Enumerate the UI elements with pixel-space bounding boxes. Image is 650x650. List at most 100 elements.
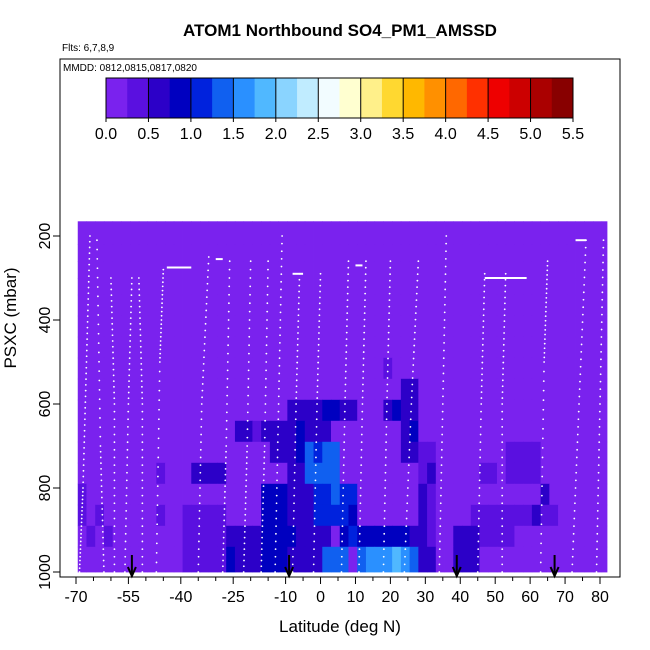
heatmap-cell [217,357,227,380]
profile-point [503,314,506,317]
profile-point [582,306,585,309]
heatmap-cell [313,244,323,262]
heatmap-cell [200,399,210,422]
profile-point [293,502,295,505]
heatmap-cell [243,420,253,443]
heatmap-cell [296,294,306,317]
profile-point [141,418,144,421]
profile-point [157,447,160,449]
heatmap-cell [601,462,608,485]
profile-point [581,321,584,323]
profile-point [139,317,141,319]
profile-point [101,531,104,533]
heatmap-cell [400,525,411,548]
profile-point [294,441,297,444]
profile-point [440,471,443,474]
heatmap-cell [121,483,131,506]
profile-point [261,508,264,510]
plot-frame [59,58,621,578]
profile-point [501,456,504,459]
heatmap-cell [470,399,480,422]
heatmap-cell [357,294,367,317]
profile-point [245,462,248,465]
profile-point [445,235,448,237]
heatmap-cell [601,357,608,380]
heatmap-cell [453,261,463,279]
profile-point [98,398,101,401]
profile-point [276,441,279,444]
heatmap-cell [505,462,515,485]
heatmap-cell [130,221,140,245]
heatmap-cell [575,357,585,380]
heatmap-cell [86,244,96,262]
heatmap-cell [453,378,463,401]
heatmap-cell [496,315,507,338]
profile-point [597,487,600,489]
profile-point [100,490,103,493]
profile-point [227,310,230,313]
heatmap-cell [496,525,507,548]
heatmap-cell [409,441,419,464]
heatmap-cell [243,357,253,380]
heatmap-cell [392,357,402,380]
profile-point [249,260,252,263]
heatmap-cell [540,278,550,296]
profile-point [576,448,579,451]
heatmap-cell [523,221,533,245]
heatmap-cell [261,525,271,548]
profile-point [277,410,280,413]
down-arrow-icon [126,555,137,579]
profile-point [161,285,164,288]
heatmap-cell [138,261,149,279]
heatmap-cell [514,261,524,279]
x-tick-label: 0 [316,589,325,606]
heatmap-cell [418,221,428,245]
heatmap-cell [156,294,166,317]
profile-point [345,364,347,366]
heatmap-cell [427,261,437,279]
profile-point [363,338,365,340]
heatmap-cell [138,399,149,422]
profile-point [314,487,317,489]
profile-point [279,303,282,306]
heatmap-cell [200,221,210,245]
heatmap-cell [182,261,192,279]
heatmap-cell [549,244,559,262]
y-tick-label: 800 [37,475,54,502]
heatmap-cell [374,420,384,443]
profile-point [293,479,296,482]
profile-point [578,403,580,405]
heatmap-cell [138,546,149,573]
heatmap-cell [470,336,480,359]
profile-point [96,239,98,242]
profile-point [158,399,161,402]
heatmap-cell [566,221,576,245]
profile-point [598,418,601,421]
profile-point [540,523,543,526]
profile-point [141,397,144,400]
heatmap-cell [112,504,122,527]
profile-point [545,292,548,295]
profile-point [110,277,112,279]
heatmap-cell [427,378,437,401]
heatmap-cell [348,294,358,317]
profile-point [197,548,200,550]
heatmap-cell [261,294,271,317]
profile-point [294,418,297,421]
profile-point [222,536,225,539]
heatmap-cell [331,441,341,464]
heatmap-cell [365,483,376,506]
profile-point [279,326,282,329]
profile-point [227,344,230,347]
heatmap-cell [173,261,183,279]
profile-point [78,563,81,566]
profile-point [358,532,361,535]
heatmap-cell [322,546,332,573]
heatmap-cell [374,294,384,317]
profile-point [543,356,546,359]
profile-point [579,365,582,368]
heatmap-cell [435,546,445,573]
profile-point [138,294,141,297]
heatmap-cell [103,244,114,262]
heatmap-cell [348,315,358,338]
